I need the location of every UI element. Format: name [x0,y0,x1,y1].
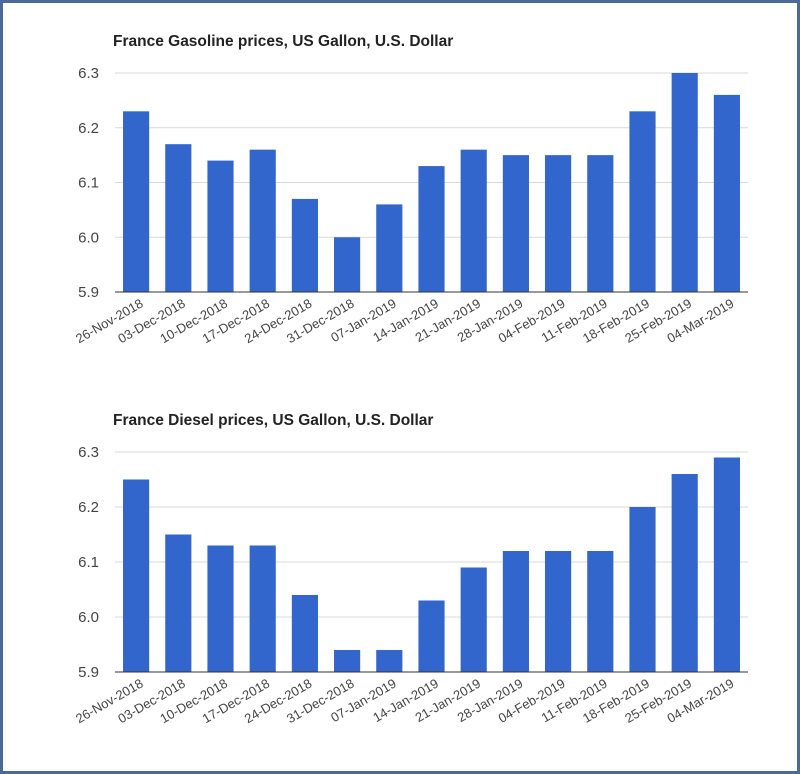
bar [460,567,487,672]
bar [123,479,150,672]
bar [165,144,192,292]
bar [545,551,572,672]
bar [249,545,276,672]
y-tick-label: 6.2 [78,120,99,137]
y-tick-label: 6.2 [78,499,99,516]
bar [587,155,614,292]
bar [291,595,318,672]
bar [713,94,740,293]
y-tick-label: 6.0 [78,229,99,246]
bar [376,650,403,672]
bar [249,149,276,292]
bar [291,198,318,292]
bar [713,457,740,672]
y-tick-label: 6.1 [78,554,99,571]
bar [460,149,487,292]
bar [376,204,403,292]
bar [207,545,234,672]
bar [671,73,698,292]
y-tick-label: 6.3 [78,65,99,82]
chart-title: France Diesel prices, US Gallon, U.S. Do… [113,412,433,429]
bar [671,474,698,672]
gasoline-chart: France Gasoline prices, US Gallon, U.S. … [73,33,748,346]
bar [587,551,614,672]
bar [502,155,529,292]
chart-title: France Gasoline prices, US Gallon, U.S. … [113,33,453,50]
bar [123,111,150,292]
bar [418,600,445,672]
y-tick-label: 6.1 [78,175,99,192]
bar [334,237,361,292]
bar [629,111,656,292]
bar [418,166,445,292]
bar [334,650,361,672]
y-tick-label: 5.9 [78,664,99,681]
diesel-chart: France Diesel prices, US Gallon, U.S. Do… [73,412,748,726]
y-tick-label: 6.0 [78,609,99,626]
bar [629,507,656,672]
bar [207,160,234,292]
bar [165,534,192,672]
y-tick-label: 5.9 [78,284,99,301]
bar [545,155,572,292]
bar [502,551,529,672]
y-tick-label: 6.3 [78,444,99,461]
